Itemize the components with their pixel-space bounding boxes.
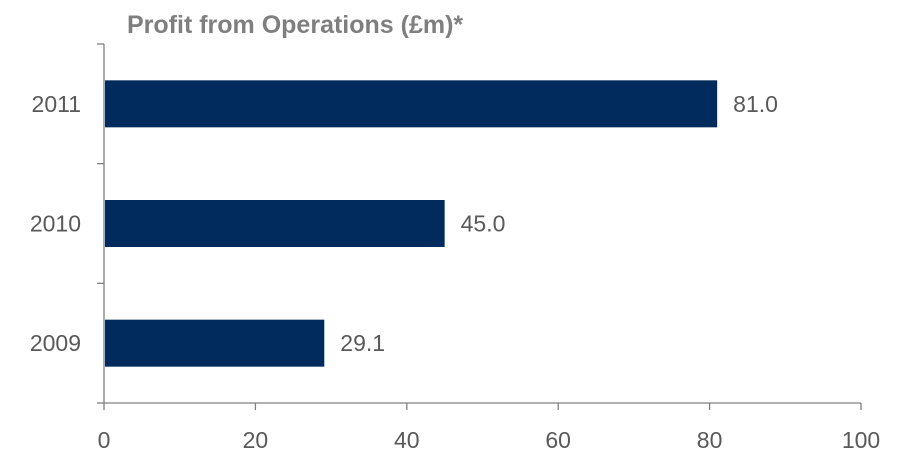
x-tick-label-100: 100: [842, 427, 880, 453]
data-label-2011: 81.0: [733, 91, 778, 117]
category-label-2011: 2011: [32, 91, 81, 117]
x-tick-label-0: 0: [98, 427, 111, 453]
data-label-2009: 29.1: [340, 330, 385, 356]
data-label-2010: 45.0: [461, 211, 506, 237]
axes-group: [97, 43, 862, 410]
category-label-2009: 2009: [30, 330, 81, 356]
x-tick-label-80: 80: [697, 427, 723, 453]
x-tick-label-40: 40: [394, 427, 420, 453]
labels-group: 2011 81.0 2010 45.0 2009 29.1 0 20 40 60 80 100: [30, 91, 880, 453]
bar-2010: [105, 200, 445, 247]
bar-2011: [105, 80, 718, 128]
bars-group: [105, 80, 718, 367]
bar-2009: [105, 319, 325, 367]
chart-title: Profit from Operations (£m)*: [127, 11, 463, 39]
category-label-2010: 2010: [30, 211, 81, 237]
x-tick-label-60: 60: [545, 427, 571, 453]
x-tick-label-20: 20: [243, 427, 269, 453]
